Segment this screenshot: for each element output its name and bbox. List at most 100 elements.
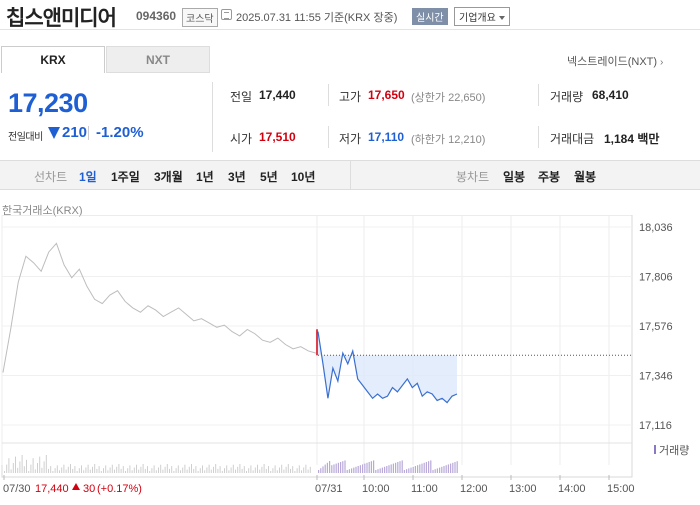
nextrade-link[interactable]: 넥스트레이드(NXT) ›	[567, 53, 663, 69]
volume-bar	[366, 462, 368, 473]
period-5y[interactable]: 5년	[260, 170, 278, 184]
volume-bar	[182, 467, 184, 473]
volume-bar	[191, 464, 192, 473]
volume-bar	[408, 468, 410, 473]
lower-limit: (하한가 12,210)	[411, 134, 486, 146]
volume-bar	[92, 466, 93, 473]
volume-bar	[368, 462, 370, 473]
volume-bar	[237, 466, 239, 473]
volume-bar	[274, 465, 276, 473]
divider	[328, 84, 329, 106]
prev-value: 17,440	[259, 88, 296, 102]
volume-bar	[63, 464, 65, 473]
volume-bar	[43, 461, 45, 473]
volume-bar	[333, 464, 335, 473]
volume-bar	[10, 469, 12, 473]
volume-bar	[32, 458, 34, 473]
volume-bar	[335, 463, 337, 473]
volume-label: 거래량	[550, 90, 584, 104]
volume-bar	[353, 467, 355, 473]
volume-bar	[268, 466, 269, 473]
volume-bar	[417, 465, 419, 473]
price-change-pct: -1.20%	[96, 124, 144, 141]
low-value: 17,110	[368, 130, 405, 144]
footer-prev-change: 30	[83, 483, 95, 495]
volume-bar	[436, 468, 438, 473]
y-tick-label: 18,036	[639, 222, 673, 234]
volume-bar	[303, 467, 305, 473]
x-tick-label: 15:00	[607, 483, 635, 495]
volume-bar	[173, 471, 175, 473]
volume-bar	[59, 470, 60, 473]
candle-weekly[interactable]: 주봉	[538, 170, 561, 184]
tab-nxt[interactable]: NXT	[106, 46, 210, 73]
volume-bar	[318, 470, 320, 473]
volume-bar	[122, 466, 124, 473]
volume-bar	[263, 464, 265, 473]
volume-bar	[456, 461, 458, 473]
period-1w[interactable]: 1주일	[111, 170, 140, 184]
volume-bar	[235, 469, 236, 473]
volume-bar	[296, 468, 298, 473]
volume-bar	[140, 466, 142, 473]
volume-bar	[67, 466, 69, 473]
volume-bar	[94, 464, 96, 473]
volume-bar	[265, 468, 267, 473]
volume-bar	[430, 460, 432, 473]
volume-bar	[153, 465, 155, 473]
compare-label: 전일대비	[8, 132, 43, 143]
volume-bar	[329, 461, 331, 473]
volume-bar	[96, 468, 98, 473]
volume-bar	[54, 468, 56, 473]
volume-bar	[184, 464, 186, 473]
stock-name: 칩스앤미디어	[6, 7, 117, 30]
period-10y[interactable]: 10년	[291, 170, 316, 184]
chevron-down-icon	[498, 16, 505, 20]
period-1y[interactable]: 1년	[196, 170, 214, 184]
volume-bar	[276, 470, 278, 473]
volume-bar	[151, 468, 153, 473]
period-1d[interactable]: 1일	[79, 170, 97, 184]
nextrade-link-label: 넥스트레이드(NXT)	[567, 56, 658, 68]
realtime-button[interactable]: 실시간	[412, 8, 448, 25]
volume-bar	[419, 464, 421, 473]
volume-bar	[127, 468, 129, 473]
period-3y[interactable]: 3년	[228, 170, 246, 184]
volume-bar	[147, 466, 148, 473]
corp-info-dropdown[interactable]: 기업개요	[454, 7, 510, 26]
volume-bar	[432, 470, 434, 473]
volume-bar	[19, 461, 21, 473]
volume-bar	[243, 466, 245, 473]
volume-bar	[177, 465, 179, 473]
volume-bar	[301, 470, 302, 473]
volume-bar	[428, 461, 430, 473]
volume-bar	[204, 470, 206, 473]
amount-label: 거래대금	[550, 132, 595, 146]
volume-bar	[105, 465, 107, 473]
y-tick-label: 17,806	[639, 272, 673, 284]
volume-bar	[8, 458, 10, 473]
volume-bar	[197, 471, 199, 473]
footer-prev-price: 17,440	[35, 483, 69, 495]
volume-bar	[272, 468, 274, 473]
volume-bar	[399, 461, 401, 473]
candle-monthly[interactable]: 월봉	[574, 170, 597, 184]
price-chart[interactable]: 18,036 17,806 17,576 17,346 17,116 거래량 07/30 07…	[0, 215, 700, 505]
period-3m[interactable]: 3개월	[154, 170, 183, 184]
volume-bar	[107, 470, 109, 473]
volume-bar	[307, 469, 309, 473]
volume-bar	[169, 468, 170, 473]
x-tick-label: 07/30	[3, 483, 31, 495]
volume-bar	[279, 467, 280, 473]
x-tick-label: 11:00	[411, 483, 438, 495]
price-change: 210	[62, 124, 88, 141]
volume-bar	[261, 466, 263, 473]
volume-bar	[142, 464, 144, 473]
candle-daily[interactable]: 일봉	[503, 170, 526, 184]
volume-bar	[125, 471, 126, 473]
volume-bar	[283, 469, 285, 473]
tab-krx[interactable]: KRX	[1, 46, 105, 73]
volume-bar	[348, 469, 350, 473]
volume-bar	[98, 466, 100, 473]
volume-bar	[114, 469, 115, 473]
